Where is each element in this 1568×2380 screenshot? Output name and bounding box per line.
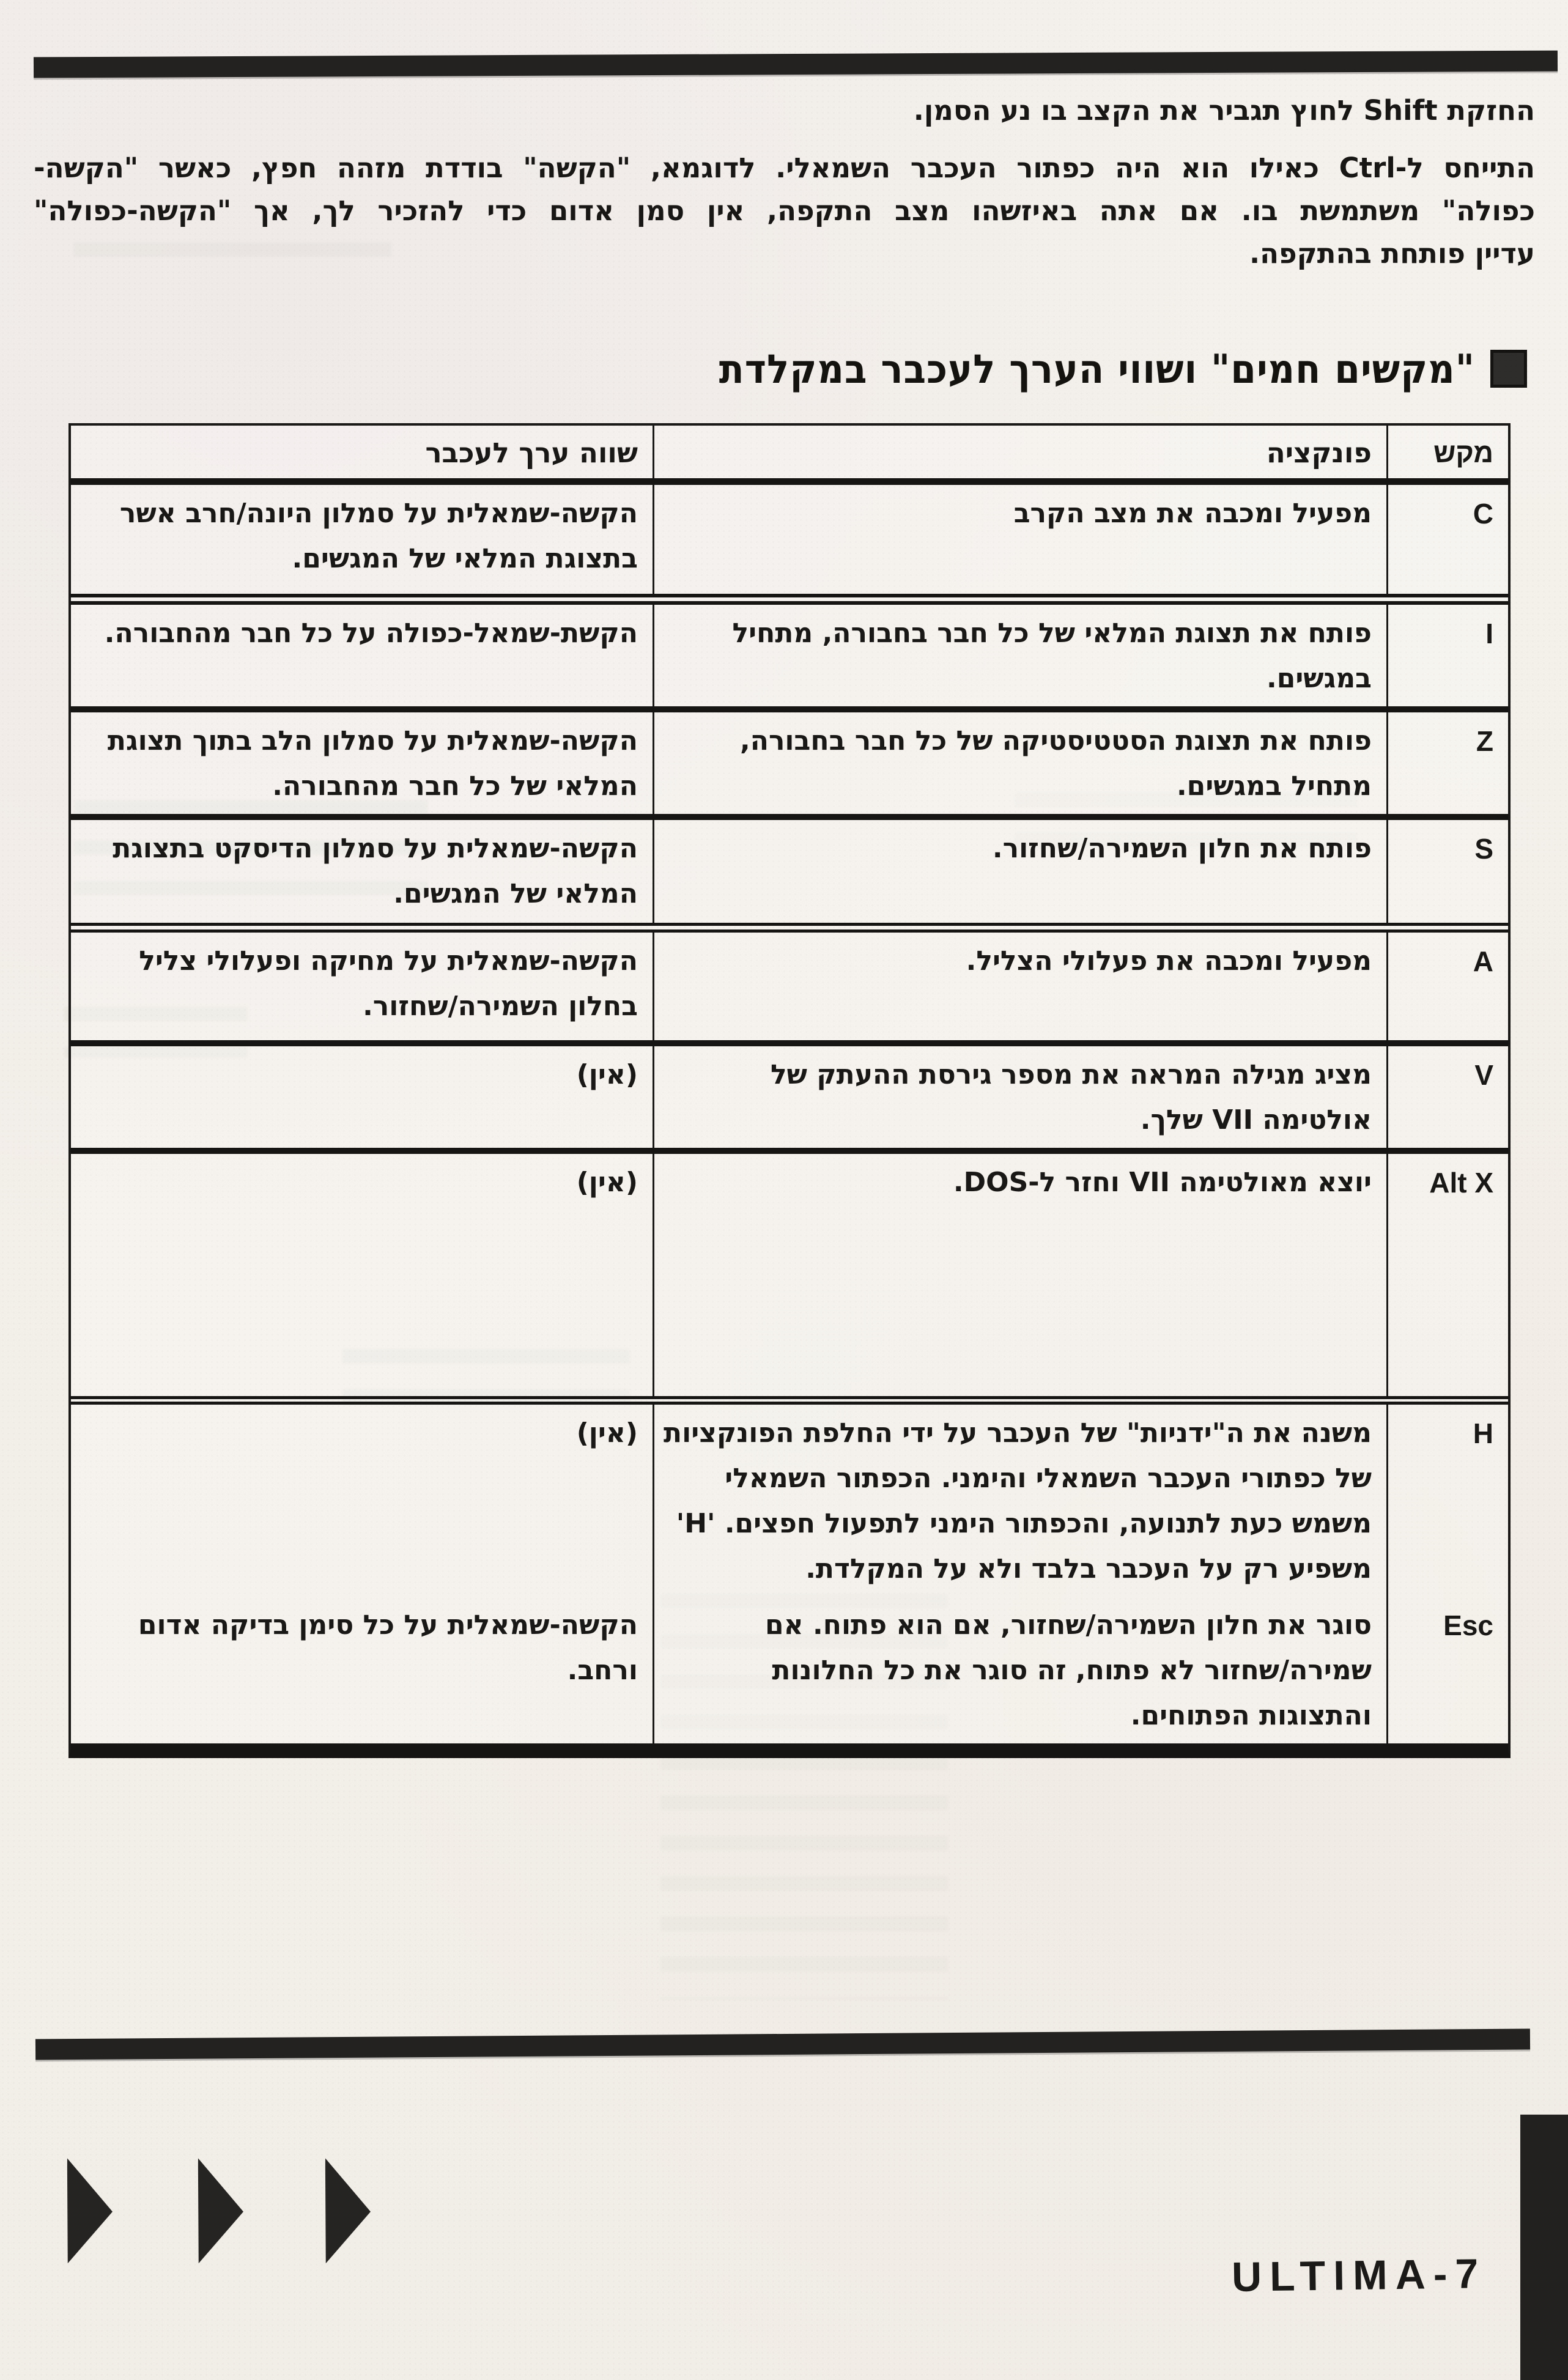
mouse-equivalent-cell: הקשת-שמאל-כפולה על כל חבר מהחבורה. [71,605,653,706]
intro-paragraph-line: התייחס ל-Ctrl כאילו הוא היה כפתור העכבר … [34,152,1535,184]
key-cell: S [1386,820,1508,923]
function-text: מפעיל ומכבה את מצב הקרב [1013,498,1372,529]
key-label: Z [1476,725,1493,757]
key-label: Alt X [1429,1167,1493,1199]
mouse-equivalent-cell: הקשה-שמאלית על סמלון היונה/חרב אשר בתצוג… [71,485,653,594]
key-cell: I [1386,605,1508,706]
mouse-equivalent-cell: (אין) [71,1046,653,1148]
function-text: פותח את תצוגת המלאי של כל חבר בחבורה, מת… [732,618,1372,694]
corner-black-block [1520,2115,1568,2380]
mouse-equivalent-text: הקשה-שמאלית על מחיקה ופעלולי צליל בחלון … [139,945,638,1022]
table-row: Esc סוגר את חלון השמירה/שחזור, אם הוא פת… [71,1597,1508,1750]
function-cell: מפעיל ומכבה את פעלולי הצליל. [653,933,1386,1040]
function-cell: פותח את תצוגת הסטטיסטיקה של כל חבר בחבור… [653,712,1386,814]
triangle-arrow-icon [323,2158,372,2264]
intro-paragraph: התייחס ל-Ctrl כאילו הוא היה כפתור העכבר … [34,147,1535,275]
table-row: V מציג מגילה המראה את מספר גירסת ההעתק ש… [71,1046,1508,1154]
key-label: V [1474,1059,1493,1091]
mouse-equivalent-text: (אין) [576,1167,638,1198]
key-label: C [1473,498,1493,530]
key-cell: Z [1386,712,1508,814]
intro-paragraph-line: עדיין פותחת בהתקפה. [1249,237,1535,270]
key-cell: V [1386,1046,1508,1148]
header-cell-key: מקש [1386,426,1508,478]
mouse-equivalent-text: הקשה-שמאלית על סמלון הדיסקט בתצוגת המלאי… [113,833,638,909]
mouse-equivalent-text: הקשה-שמאלית על סמלון הלב בתוך תצוגת המלא… [107,725,638,802]
function-text: מציג מגילה המראה את מספר גירסת ההעתק של … [770,1059,1372,1136]
function-cell: מפעיל ומכבה את מצב הקרב [653,485,1386,594]
table-row: Z פותח את תצוגת הסטטיסטיקה של כל חבר בחב… [71,712,1508,820]
mouse-equivalent-cell: הקשה-שמאלית על סמלון הדיסקט בתצוגת המלאי… [71,820,653,923]
function-cell: סוגר את חלון השמירה/שחזור, אם הוא פתוח. … [653,1597,1386,1743]
mouse-equivalent-text: הקשה-שמאלית על כל סימן בדיקה אדום ורחב. [138,1609,638,1686]
mouse-equivalent-cell: הקשה-שמאלית על מחיקה ופעלולי צליל בחלון … [71,933,653,1040]
hotkeys-section-title: "מקשים חמים" ושווי הערך לעכבר במקלדת [719,346,1475,393]
triangle-arrow-icon [196,2158,245,2264]
function-text: מפעיל ומכבה את פעלולי הצליל. [966,945,1372,977]
mouse-equivalent-text: הקשה-שמאלית על סמלון היונה/חרב אשר בתצוג… [119,498,638,574]
key-cell: Esc [1386,1597,1508,1743]
mouse-equivalent-text: (אין) [576,1059,638,1090]
table-row: S פותח את חלון השמירה/שחזור. הקשה-שמאלית… [71,820,1508,933]
bottom-rule [35,2028,1531,2060]
table-row: H משנה את ה"ידניות" של העכבר על ידי החלפ… [71,1405,1508,1597]
function-cell: פותח את תצוגת המלאי של כל חבר בחבורה, מת… [653,605,1386,706]
header-cell-mouse-equivalent: שווה ערך לעכבר [425,437,638,469]
key-label: Esc [1443,1609,1493,1641]
table-row: Alt X יוצא מאולטימה VII וחזר ל-DOS. (אין… [71,1154,1508,1405]
triangle-arrow-icon [65,2158,114,2264]
function-cell: יוצא מאולטימה VII וחזר ל-DOS. [653,1154,1386,1396]
mouse-equivalent-cell: (אין) [71,1154,653,1396]
key-cell: C [1386,485,1508,594]
function-cell: מציג מגילה המראה את מספר גירסת ההעתק של … [653,1046,1386,1148]
intro-paragraph-line: כפולה" משתמשת בו. אם אתה באיזשהו מצב התק… [34,194,1535,227]
function-text: סוגר את חלון השמירה/שחזור, אם הוא פתוח. … [765,1609,1372,1731]
intro-line-shift: החזקת Shift לחוץ תגביר את הקצב בו נע הסמ… [913,94,1535,127]
key-cell: Alt X [1386,1154,1508,1396]
key-cell: A [1386,933,1508,1040]
table-row: A מפעיל ומכבה את פעלולי הצליל. הקשה-שמאל… [71,933,1508,1046]
header-cell-function: פונקציה [653,426,1386,478]
hotkeys-table: מקש פונקציה שווה ערך לעכבר C מפעיל ומכבה… [68,423,1511,1758]
function-cell: משנה את ה"ידניות" של העכבר על ידי החלפת … [653,1405,1386,1597]
function-text: יוצא מאולטימה VII וחזר ל-DOS. [953,1167,1372,1198]
brand-ultima7: ULTIMA-7 [1231,2250,1487,2301]
function-text: משנה את ה"ידניות" של העכבר על ידי החלפת … [664,1417,1372,1584]
key-label: H [1473,1417,1493,1449]
key-label: I [1485,618,1493,649]
square-bullet-icon [1490,350,1527,388]
top-rule [33,50,1558,78]
mouse-equivalent-cell: הקשה-שמאלית על כל סימן בדיקה אדום ורחב. [71,1597,653,1743]
function-cell: פותח את חלון השמירה/שחזור. [653,820,1386,923]
table-row: C מפעיל ומכבה את מצב הקרב הקשה-שמאלית על… [71,485,1508,605]
function-text: פותח את חלון השמירה/שחזור. [992,833,1372,864]
mouse-equivalent-cell: הקשה-שמאלית על סמלון הלב בתוך תצוגת המלא… [71,712,653,814]
key-label: A [1473,945,1493,977]
table-row: I פותח את תצוגת המלאי של כל חבר בחבורה, … [71,605,1508,712]
mouse-equivalent-text: (אין) [576,1417,638,1449]
mouse-equivalent-cell: (אין) [71,1405,653,1597]
key-label: S [1474,833,1493,865]
table-header-row: מקש פונקציה שווה ערך לעכבר [71,426,1508,485]
mouse-equivalent-text: הקשת-שמאל-כפולה על כל חבר מהחבורה. [104,618,638,649]
key-cell: H [1386,1405,1508,1597]
function-text: פותח את תצוגת הסטטיסטיקה של כל חבר בחבור… [740,725,1372,802]
